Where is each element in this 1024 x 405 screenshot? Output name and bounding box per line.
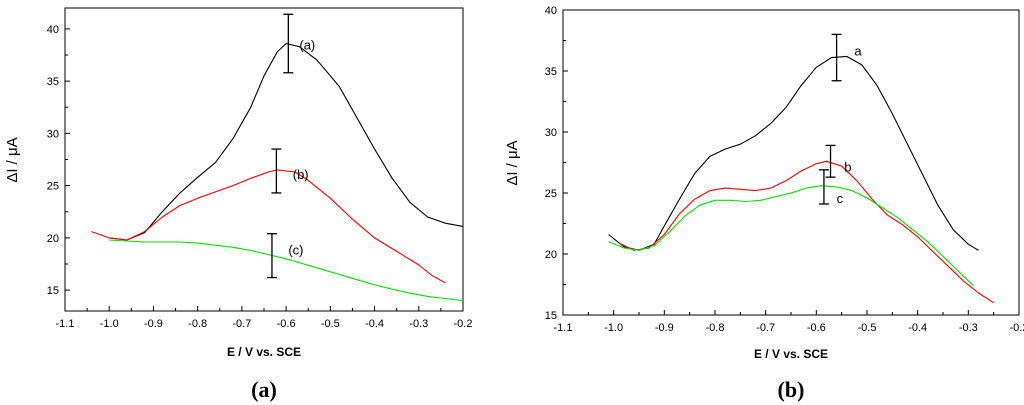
y-tick-label-a: 15 bbox=[47, 285, 59, 297]
y-tick-label-b: 35 bbox=[545, 66, 557, 78]
x-tick-label-b: -0.8 bbox=[706, 322, 725, 334]
series-line-c-b bbox=[608, 185, 974, 287]
error-bar-a-a bbox=[283, 13, 294, 74]
x-tick-label-a: -0.5 bbox=[321, 318, 340, 330]
series-label-a-a: (a) bbox=[299, 38, 315, 53]
series-group-a: (a) (b) (c) bbox=[91, 13, 464, 302]
x-tick-label-a: -0.3 bbox=[409, 318, 428, 330]
x-tick-label-b: -0.6 bbox=[807, 322, 826, 334]
error-bar-c-b bbox=[818, 169, 829, 205]
x-tick-label-a: -0.6 bbox=[277, 318, 296, 330]
y-tick-label-a: 20 bbox=[47, 233, 59, 245]
error-bar-b-b bbox=[825, 144, 836, 178]
x-tick-label-a: -0.9 bbox=[144, 318, 163, 330]
plot-frame-a bbox=[64, 7, 464, 312]
y-axis-label-b: ΔI / μA bbox=[504, 140, 521, 185]
x-axis-label-a: E / V vs. SCE bbox=[227, 345, 301, 359]
error-bar-c-a bbox=[266, 233, 277, 279]
panel-label-a: (a) bbox=[251, 377, 277, 402]
x-tick-label-b: -1.0 bbox=[604, 322, 623, 334]
series-label-b-a: (b) bbox=[293, 167, 309, 182]
x-tick-label-b: -0.9 bbox=[655, 322, 674, 334]
x-tick-label-a: -0.7 bbox=[232, 318, 251, 330]
panel-b: -1.1 -1.0 -0.9 -0.8 -0.7 -0.6 -0.5 -0.4 -0.3 -0.2… bbox=[504, 5, 1024, 402]
y-tick-label-a: 30 bbox=[47, 128, 59, 140]
x-tick-label-a: -1.0 bbox=[100, 318, 119, 330]
y-tick-label-b: 15 bbox=[545, 310, 557, 322]
series-group-b: a b c bbox=[608, 33, 994, 304]
x-tick-label-a: -0.4 bbox=[365, 318, 384, 330]
series-label-a-b: a bbox=[854, 43, 862, 58]
y-tick-label-b: 20 bbox=[545, 249, 557, 261]
x-axis-label-b: E / V vs. SCE bbox=[754, 347, 828, 361]
y-axis-label-a: ΔI / μA bbox=[4, 137, 21, 182]
x-tick-label-b: -0.5 bbox=[858, 322, 877, 334]
panel-label-b: (b) bbox=[778, 377, 805, 402]
y-tick-label-b: 25 bbox=[545, 188, 557, 200]
series-line-a-a bbox=[109, 42, 464, 241]
y-axis-b: 15 20 25 30 35 40 bbox=[545, 5, 568, 322]
x-tick-label-b: -1.1 bbox=[554, 322, 573, 334]
series-line-b-b bbox=[618, 160, 994, 304]
x-axis-a: -1.1 -1.0 -0.9 -0.8 -0.7 -0.6 -0.5 -0.4 -0.3 -0.2 bbox=[56, 306, 473, 330]
panel-a: -1.1 -1.0 -0.9 -0.8 -0.7 -0.6 -0.5 -0.4 -0.3 -0.2… bbox=[4, 7, 473, 402]
series-label-b-b: b bbox=[844, 159, 851, 174]
x-axis-b: -1.1 -1.0 -0.9 -0.8 -0.7 -0.6 -0.5 -0.4 -0.3 -0.2 bbox=[554, 310, 1024, 334]
error-bar-b-a bbox=[271, 148, 282, 194]
error-bar-a-b bbox=[831, 33, 842, 82]
y-tick-label-a: 25 bbox=[47, 181, 59, 193]
x-tick-label-b: -0.2 bbox=[1010, 322, 1024, 334]
x-tick-label-a: -1.1 bbox=[56, 318, 75, 330]
y-tick-label-a: 35 bbox=[47, 76, 59, 88]
series-line-c-a bbox=[109, 239, 464, 302]
x-tick-label-a: -0.2 bbox=[454, 318, 473, 330]
series-label-c-b: c bbox=[837, 191, 844, 206]
x-tick-label-b: -0.3 bbox=[959, 322, 978, 334]
y-tick-label-b: 30 bbox=[545, 127, 557, 139]
x-tick-label-a: -0.8 bbox=[188, 318, 207, 330]
y-tick-label-a: 40 bbox=[47, 24, 59, 36]
y-axis-a: 15 20 25 30 35 40 bbox=[47, 24, 70, 297]
series-label-c-a: (c) bbox=[288, 242, 303, 257]
series-line-a-b bbox=[608, 55, 979, 251]
y-tick-label-b: 40 bbox=[545, 5, 557, 17]
x-tick-label-b: -0.4 bbox=[908, 322, 927, 334]
series-line-b-a bbox=[91, 169, 446, 284]
x-tick-label-b: -0.7 bbox=[756, 322, 775, 334]
